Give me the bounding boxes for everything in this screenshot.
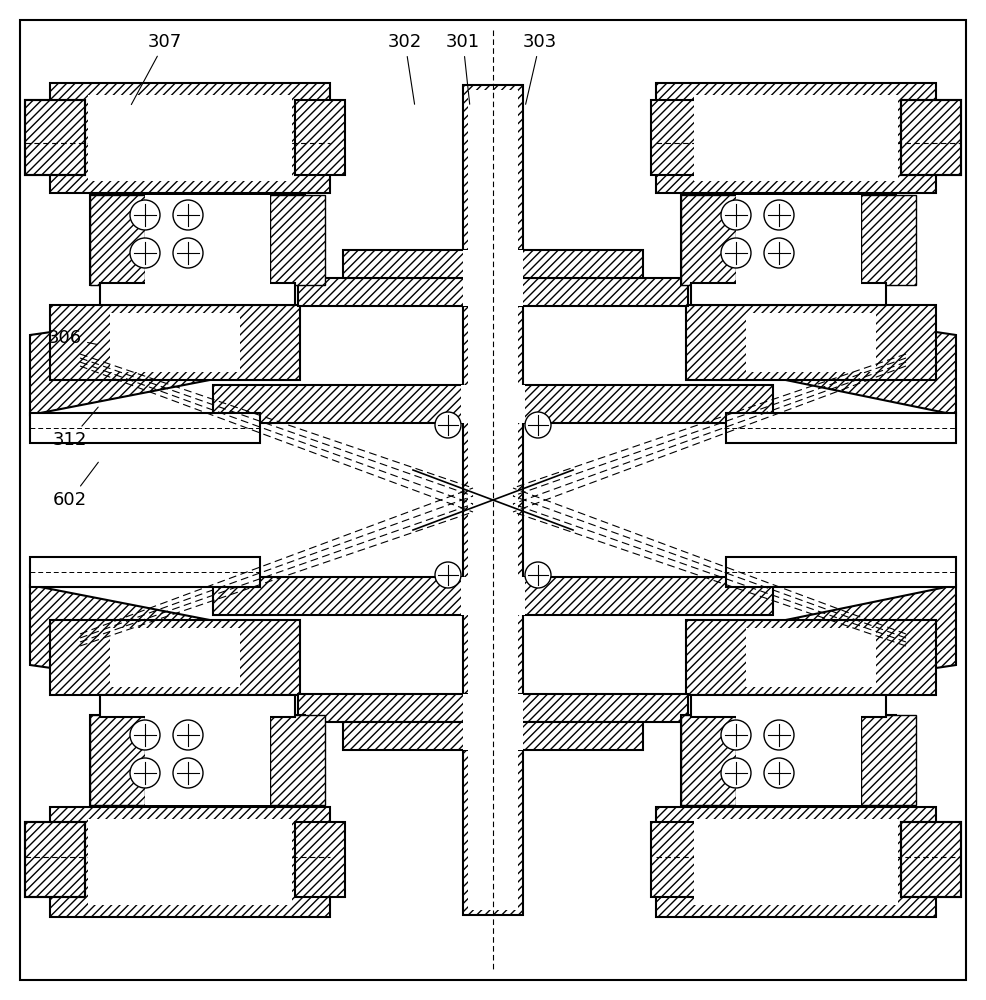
Bar — [861, 195, 916, 285]
Bar — [88, 819, 292, 905]
Polygon shape — [30, 308, 220, 415]
Bar — [901, 822, 961, 897]
Circle shape — [173, 720, 203, 750]
Bar — [463, 250, 523, 278]
Bar — [681, 715, 896, 805]
Circle shape — [130, 200, 160, 230]
Bar — [468, 90, 518, 910]
Bar — [726, 557, 956, 587]
Bar — [681, 195, 896, 285]
Circle shape — [764, 720, 794, 750]
Text: 307: 307 — [131, 33, 182, 105]
Circle shape — [435, 562, 461, 588]
Bar — [145, 195, 270, 285]
Text: 602: 602 — [53, 462, 99, 509]
Bar — [25, 100, 85, 175]
Bar — [50, 83, 330, 193]
Circle shape — [721, 758, 751, 788]
Bar — [30, 557, 260, 587]
Bar — [88, 95, 292, 181]
Bar — [463, 85, 523, 915]
Bar — [461, 577, 525, 615]
Circle shape — [721, 238, 751, 268]
Circle shape — [764, 758, 794, 788]
Bar — [343, 722, 643, 750]
Circle shape — [173, 758, 203, 788]
Bar — [25, 100, 85, 175]
Circle shape — [721, 200, 751, 230]
Text: 302: 302 — [387, 33, 422, 104]
Bar — [90, 195, 145, 285]
Bar — [651, 100, 701, 175]
Circle shape — [173, 200, 203, 230]
Bar — [746, 628, 876, 687]
Bar — [343, 250, 643, 278]
Text: 301: 301 — [446, 33, 480, 104]
Circle shape — [435, 412, 461, 438]
Circle shape — [130, 238, 160, 268]
Bar — [298, 694, 688, 722]
Circle shape — [130, 720, 160, 750]
Bar — [295, 822, 345, 897]
Circle shape — [173, 238, 203, 268]
Bar — [861, 715, 916, 805]
Bar — [736, 195, 861, 285]
Bar — [726, 413, 956, 443]
Circle shape — [130, 758, 160, 788]
Polygon shape — [776, 585, 956, 692]
Bar — [100, 695, 295, 717]
Bar — [50, 620, 300, 695]
Bar — [50, 305, 300, 380]
Bar — [50, 807, 330, 917]
Bar — [651, 822, 701, 897]
Bar — [691, 695, 886, 717]
Bar — [463, 722, 523, 750]
Bar — [30, 413, 260, 443]
Bar — [90, 715, 305, 805]
Bar — [25, 822, 85, 897]
Bar — [25, 822, 85, 897]
Circle shape — [764, 238, 794, 268]
Bar — [901, 100, 961, 175]
Circle shape — [525, 562, 551, 588]
Bar — [145, 715, 270, 805]
Bar — [270, 715, 325, 805]
Bar — [681, 195, 736, 285]
Polygon shape — [776, 308, 956, 415]
Bar — [213, 385, 773, 423]
Bar — [656, 807, 936, 917]
Bar — [213, 577, 773, 615]
Bar — [686, 305, 936, 380]
Bar — [656, 83, 936, 193]
Bar — [694, 819, 898, 905]
Bar — [746, 313, 876, 372]
Bar — [736, 715, 861, 805]
Text: 306: 306 — [48, 329, 98, 347]
Bar — [110, 313, 240, 372]
Bar — [461, 385, 525, 423]
Bar — [463, 278, 523, 306]
Bar — [694, 95, 898, 181]
Bar — [90, 715, 145, 805]
Bar — [298, 278, 688, 306]
Bar — [901, 822, 961, 897]
Bar — [686, 620, 936, 695]
Text: 312: 312 — [53, 407, 99, 449]
Bar — [691, 283, 886, 305]
Bar — [110, 628, 240, 687]
Bar — [100, 283, 295, 305]
Polygon shape — [30, 585, 220, 692]
Bar — [681, 715, 736, 805]
Circle shape — [721, 720, 751, 750]
Bar — [463, 694, 523, 722]
Circle shape — [764, 200, 794, 230]
Bar — [90, 195, 305, 285]
Text: 303: 303 — [523, 33, 557, 104]
Bar — [270, 195, 325, 285]
Circle shape — [525, 412, 551, 438]
Bar — [295, 100, 345, 175]
Bar — [901, 100, 961, 175]
